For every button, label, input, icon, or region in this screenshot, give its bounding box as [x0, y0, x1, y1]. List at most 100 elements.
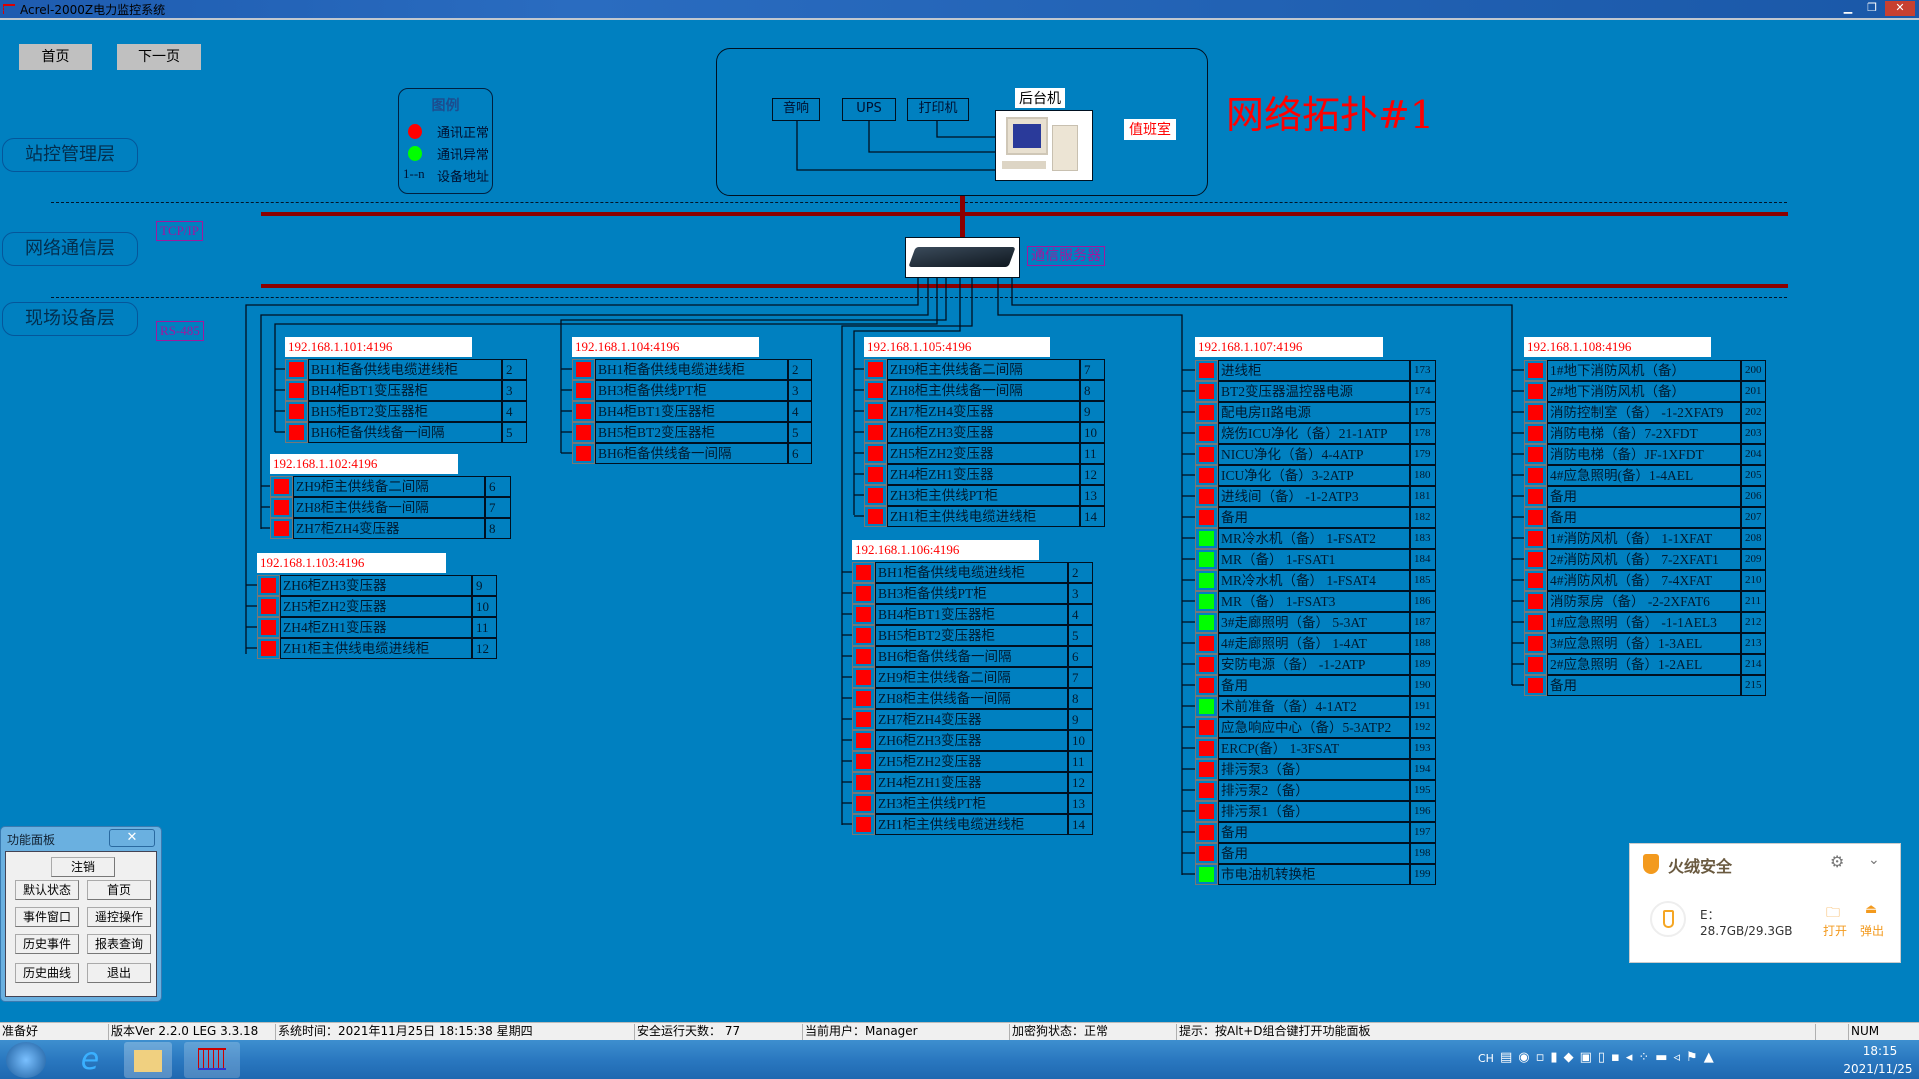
remote-control-button[interactable]: 遥控操作	[87, 907, 151, 927]
device-row[interactable]: 排污泵1（备） 196	[1195, 801, 1436, 822]
device-row[interactable]: MR冷水机（备） 1-FSAT4 185	[1195, 570, 1436, 591]
device-row[interactable]: 进线间（备） -1-2ATP3 181	[1195, 486, 1436, 507]
close-icon[interactable]: ✕	[109, 829, 155, 847]
device-row[interactable]: 备用 207	[1524, 507, 1766, 528]
tray-icons[interactable]: ▤◉▫▮◆▣▯▪◂⁘▬◃⚑▲	[1500, 1050, 1720, 1065]
device-row[interactable]: ZH4柜ZH1变压器 12	[864, 464, 1105, 485]
device-row[interactable]: BH3柜备供线PT柜 3	[572, 380, 812, 401]
device-row[interactable]: 消防电梯（备）7-2XFDT 203	[1524, 423, 1766, 444]
device-row[interactable]: 2#地下消防风机（备） 201	[1524, 381, 1766, 402]
lang-indicator[interactable]: CH	[1478, 1052, 1494, 1065]
start-button[interactable]	[6, 1042, 46, 1078]
device-row[interactable]: BH4柜BT1变压器柜 4	[572, 401, 812, 422]
device-row[interactable]: 排污泵2（备） 195	[1195, 780, 1436, 801]
history-events-button[interactable]: 历史事件	[15, 934, 79, 954]
device-row[interactable]: BH1柜备供线电缆进线柜 2	[572, 359, 812, 380]
device-row[interactable]: ZH1柜主供线电缆进线柜 12	[257, 638, 497, 659]
device-row[interactable]: 3#应急照明（备）1-3AEL 213	[1524, 633, 1766, 654]
device-row[interactable]: 备用 215	[1524, 675, 1766, 696]
device-row[interactable]: ZH6柜ZH3变压器 10	[852, 730, 1093, 751]
ie-icon[interactable]: e	[80, 1042, 100, 1077]
device-row[interactable]: ZH9柜主供线备二间隔 7	[852, 667, 1093, 688]
device-row[interactable]: 4#应急照明(备）1-4AEL 205	[1524, 465, 1766, 486]
device-row[interactable]: 术前准备（备）4-1AT2 191	[1195, 696, 1436, 717]
device-row[interactable]: ZH3柜主供线PT柜 13	[852, 793, 1093, 814]
device-row[interactable]: 排污泵3（备） 194	[1195, 759, 1436, 780]
device-row[interactable]: 消防泵房（备） -2-2XFAT6 211	[1524, 591, 1766, 612]
device-row[interactable]: ICU净化（备）3-2ATP 180	[1195, 465, 1436, 486]
device-row[interactable]: 2#消防风机（备） 7-2XFAT1 209	[1524, 549, 1766, 570]
device-row[interactable]: ZH8柜主供线备一间隔 7	[270, 497, 511, 518]
device-row[interactable]: BT2变压器温控器电源 174	[1195, 381, 1436, 402]
device-row[interactable]: ZH8柜主供线备一间隔 8	[852, 688, 1093, 709]
open-button[interactable]: 打开	[1823, 924, 1848, 938]
history-curve-button[interactable]: 历史曲线	[15, 963, 79, 983]
home-button[interactable]: 首页	[19, 44, 92, 70]
device-row[interactable]: ZH5柜ZH2变压器 10	[257, 596, 497, 617]
device-row[interactable]: ZH7柜ZH4变压器 9	[852, 709, 1093, 730]
collapse-chevron-icon[interactable]: ⌄	[1868, 852, 1880, 868]
logout-button[interactable]: 注销	[51, 857, 115, 877]
exit-button[interactable]: 退出	[87, 963, 151, 983]
host-computer-icon[interactable]	[995, 110, 1093, 181]
device-row[interactable]: ZH1柜主供线电缆进线柜 14	[864, 506, 1105, 527]
device-row[interactable]: BH4柜BT1变压器柜 3	[285, 380, 527, 401]
device-row[interactable]: 消防电梯（备）JF-1XFDT 204	[1524, 444, 1766, 465]
device-row[interactable]: ZH8柜主供线备一间隔 8	[864, 380, 1105, 401]
device-row[interactable]: 市电油机转换柜 199	[1195, 864, 1436, 885]
eject-icon[interactable]: ⏏	[1865, 902, 1878, 917]
device-row[interactable]: MR冷水机（备） 1-FSAT2 183	[1195, 528, 1436, 549]
ups-device[interactable]: UPS	[842, 98, 896, 121]
gear-icon[interactable]: ⚙	[1830, 852, 1845, 871]
device-row[interactable]: MR（备） 1-FSAT1 184	[1195, 549, 1436, 570]
panel-home-button[interactable]: 首页	[87, 880, 151, 900]
clock-time[interactable]: 18:15	[1862, 1044, 1898, 1058]
device-row[interactable]: 烧伤ICU净化（备）21-1ATP 178	[1195, 423, 1436, 444]
device-row[interactable]: 2#应急照明（备）1-2AEL 214	[1524, 654, 1766, 675]
minimize-button[interactable]: ▁	[1843, 1, 1853, 14]
device-row[interactable]: 进线柜 173	[1195, 360, 1436, 381]
device-row[interactable]: ZH1柜主供线电缆进线柜 14	[852, 814, 1093, 835]
device-row[interactable]: ZH7柜ZH4变压器 8	[270, 518, 511, 539]
device-row[interactable]: BH5柜BT2变压器柜 5	[572, 422, 812, 443]
next-page-button[interactable]: 下一页	[117, 44, 201, 70]
device-row[interactable]: 1#地下消防风机（备） 200	[1524, 360, 1766, 381]
default-state-button[interactable]: 默认状态	[15, 880, 79, 900]
device-row[interactable]: BH5柜BT2变压器柜 4	[285, 401, 527, 422]
device-row[interactable]: 4#走廊照明（备） 1-4AT 188	[1195, 633, 1436, 654]
device-row[interactable]: BH4柜BT1变压器柜 4	[852, 604, 1093, 625]
device-row[interactable]: ERCP(备） 1-3FSAT 193	[1195, 738, 1436, 759]
device-row[interactable]: ZH9柜主供线备二间隔 7	[864, 359, 1105, 380]
device-row[interactable]: BH6柜备供线备一间隔 6	[852, 646, 1093, 667]
device-row[interactable]: BH6柜备供线备一间隔 6	[572, 443, 812, 464]
clock-date[interactable]: 2021/11/25	[1843, 1062, 1913, 1076]
device-row[interactable]: BH1柜备供线电缆进线柜 2	[285, 359, 527, 380]
device-row[interactable]: 4#消防风机（备） 7-4XFAT 210	[1524, 570, 1766, 591]
device-row[interactable]: 备用 206	[1524, 486, 1766, 507]
device-row[interactable]: BH6柜备供线备一间隔 5	[285, 422, 527, 443]
device-row[interactable]: ZH9柜主供线备二间隔 6	[270, 476, 511, 497]
device-row[interactable]: 配电房II路电源 175	[1195, 402, 1436, 423]
device-row[interactable]: BH5柜BT2变压器柜 5	[852, 625, 1093, 646]
device-row[interactable]: ZH5柜ZH2变压器 11	[852, 751, 1093, 772]
device-row[interactable]: 备用 197	[1195, 822, 1436, 843]
device-row[interactable]: 安防电源（备） -1-2ATP 189	[1195, 654, 1436, 675]
folder-icon[interactable]: 🗀	[1826, 905, 1840, 921]
device-row[interactable]: 1#消防风机（备） 1-1XFAT 208	[1524, 528, 1766, 549]
device-row[interactable]: ZH5柜ZH2变压器 11	[864, 443, 1105, 464]
device-row[interactable]: MR（备） 1-FSAT3 186	[1195, 591, 1436, 612]
device-row[interactable]: 备用 190	[1195, 675, 1436, 696]
comm-server-icon[interactable]	[905, 237, 1020, 278]
explorer-icon[interactable]	[124, 1042, 172, 1078]
device-row[interactable]: ZH6柜ZH3变压器 10	[864, 422, 1105, 443]
event-window-button[interactable]: 事件窗口	[15, 907, 79, 927]
device-row[interactable]: 备用 198	[1195, 843, 1436, 864]
speaker-device[interactable]: 音响	[772, 98, 820, 121]
maximize-button[interactable]: ❐	[1867, 1, 1877, 14]
device-row[interactable]: NICU净化（备）4-4ATP 179	[1195, 444, 1436, 465]
device-row[interactable]: ZH6柜ZH3变压器 9	[257, 575, 497, 596]
acrel-app-taskbar-icon[interactable]	[184, 1042, 240, 1078]
close-window-button[interactable]: ✕	[1885, 1, 1915, 16]
device-row[interactable]: 3#走廊照明（备） 5-3AT 187	[1195, 612, 1436, 633]
device-row[interactable]: ZH7柜ZH4变压器 9	[864, 401, 1105, 422]
